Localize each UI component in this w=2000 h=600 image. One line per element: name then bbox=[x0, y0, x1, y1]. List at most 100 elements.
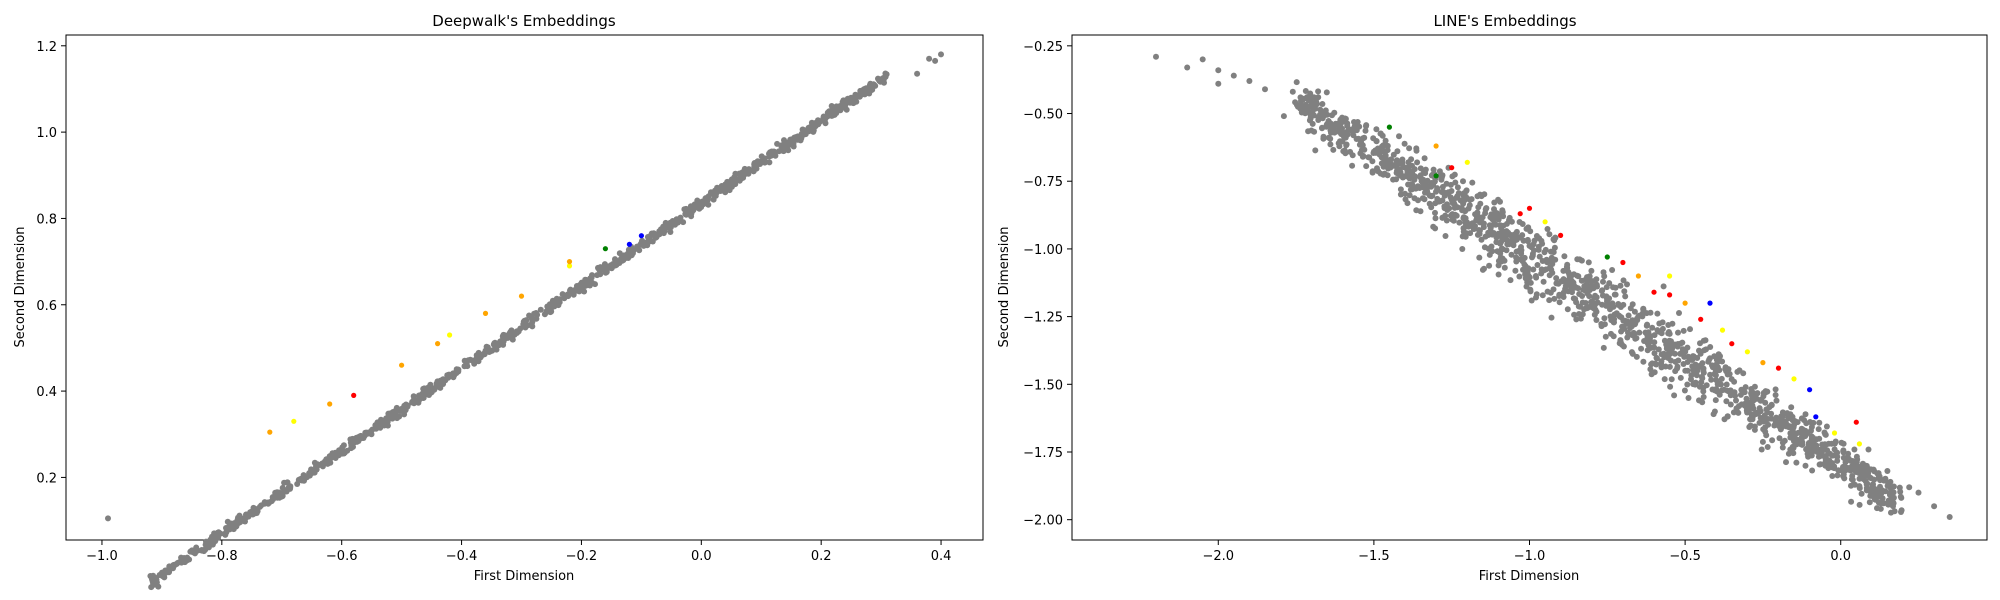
scatter-point bbox=[256, 503, 263, 510]
scatter-point bbox=[1712, 362, 1719, 369]
scatter-point bbox=[1230, 72, 1237, 79]
scatter-point bbox=[1417, 174, 1424, 181]
y-axis-ticks: −2.00 −1.75 −1.50 −1.25 −1.00 −0.75 −0.50 −0.25 bbox=[1023, 40, 1072, 529]
scatter-point bbox=[1495, 196, 1502, 203]
scatter-point bbox=[1377, 130, 1384, 137]
scatter-point bbox=[1315, 88, 1322, 95]
scatter-point bbox=[1723, 381, 1730, 388]
scatter-point bbox=[471, 360, 478, 367]
scatter-point bbox=[187, 548, 194, 555]
highlight-point bbox=[1464, 159, 1470, 165]
scatter-point bbox=[1802, 462, 1809, 469]
scatter-point bbox=[1628, 349, 1635, 356]
scatter-point bbox=[841, 104, 848, 111]
scatter-point bbox=[427, 381, 434, 388]
scatter-point bbox=[1600, 278, 1606, 285]
scatter-point bbox=[787, 139, 794, 146]
scatter-point bbox=[1756, 405, 1763, 412]
scatter-point bbox=[1743, 407, 1750, 414]
scatter-point bbox=[1564, 268, 1571, 275]
scatter-point bbox=[493, 346, 500, 353]
scatter-point bbox=[1417, 165, 1424, 172]
scatter-point bbox=[1456, 219, 1463, 226]
scatter-point bbox=[358, 435, 365, 442]
scatter-point bbox=[1898, 494, 1905, 501]
scatter-point bbox=[1310, 94, 1317, 101]
scatter-point bbox=[1727, 401, 1734, 408]
scatter-point bbox=[1546, 231, 1553, 238]
scatter-point bbox=[1766, 404, 1773, 411]
scatter-point bbox=[1548, 314, 1555, 321]
y-tick-label: −1.25 bbox=[1023, 311, 1063, 326]
scatter-point bbox=[1636, 329, 1643, 336]
highlight-point bbox=[447, 332, 453, 338]
y-tick-label: −1.50 bbox=[1023, 378, 1063, 393]
scatter-point bbox=[1621, 288, 1628, 295]
scatter-point bbox=[1793, 430, 1799, 437]
scatter-point bbox=[1556, 299, 1563, 306]
scatter-point bbox=[1535, 243, 1542, 250]
highlight-point bbox=[1729, 341, 1735, 347]
scatter-point bbox=[1306, 117, 1313, 124]
scatter-point bbox=[1582, 287, 1589, 294]
scatter-point bbox=[1459, 246, 1466, 252]
scatter-point bbox=[1711, 353, 1718, 360]
scatter-point bbox=[1571, 311, 1578, 318]
scatter-point bbox=[1215, 67, 1222, 74]
scatter-point bbox=[1799, 441, 1806, 448]
scatter-point bbox=[223, 529, 230, 536]
scatter-point bbox=[1457, 197, 1464, 204]
scatter-point bbox=[1546, 297, 1553, 304]
scatter-point bbox=[553, 295, 560, 302]
scatter-point bbox=[1320, 133, 1327, 140]
scatter-point bbox=[1666, 349, 1673, 356]
scatter-point bbox=[1373, 126, 1380, 133]
scatter-point bbox=[588, 274, 595, 281]
highlight-points bbox=[1386, 124, 1862, 447]
scatter-point bbox=[1299, 104, 1306, 111]
scatter-point bbox=[1851, 481, 1858, 488]
scatter-point bbox=[1647, 309, 1654, 316]
scatter-point bbox=[1849, 458, 1856, 464]
scatter-point bbox=[1417, 208, 1424, 215]
scatter-point bbox=[1490, 230, 1497, 236]
scatter-point bbox=[703, 199, 710, 206]
scatter-point bbox=[314, 461, 321, 468]
highlight-point bbox=[1856, 441, 1862, 447]
scatter-point bbox=[722, 181, 729, 188]
scatter-point bbox=[150, 580, 157, 587]
scatter-point bbox=[1805, 441, 1812, 448]
scatter-point bbox=[1525, 224, 1532, 231]
scatter-point bbox=[1853, 469, 1859, 475]
scatter-point bbox=[1432, 209, 1438, 216]
scatter-point bbox=[340, 442, 347, 449]
scatter-point bbox=[1589, 283, 1596, 290]
scatter-point bbox=[693, 202, 700, 209]
scatter-point bbox=[1498, 225, 1505, 232]
scatter-point bbox=[1573, 316, 1580, 323]
scatter-point bbox=[778, 142, 785, 149]
scatter-point bbox=[1393, 157, 1400, 164]
scatter-point bbox=[768, 152, 775, 159]
scatter-point bbox=[1465, 205, 1472, 212]
scatter-point bbox=[1485, 229, 1492, 236]
scatter-point bbox=[601, 261, 608, 268]
x-tick-label: −0.4 bbox=[446, 549, 478, 564]
scatter-point bbox=[1863, 487, 1870, 494]
scatter-point bbox=[1772, 392, 1779, 398]
scatter-point bbox=[1431, 178, 1438, 185]
scatter-point bbox=[1758, 446, 1765, 453]
scatter-point bbox=[824, 109, 831, 116]
scatter-point bbox=[914, 70, 921, 77]
scatter-point bbox=[1640, 358, 1647, 365]
scatter-point bbox=[409, 398, 416, 405]
scatter-point bbox=[153, 575, 159, 581]
scatter-point bbox=[1769, 437, 1776, 444]
scatter-point bbox=[1646, 332, 1652, 339]
scatter-point bbox=[1599, 287, 1606, 294]
scatter-point bbox=[1743, 395, 1750, 402]
scatter-point bbox=[596, 267, 603, 274]
scatter-point bbox=[1442, 212, 1449, 219]
scatter-point bbox=[1751, 383, 1758, 390]
scatter-point bbox=[1513, 248, 1520, 255]
